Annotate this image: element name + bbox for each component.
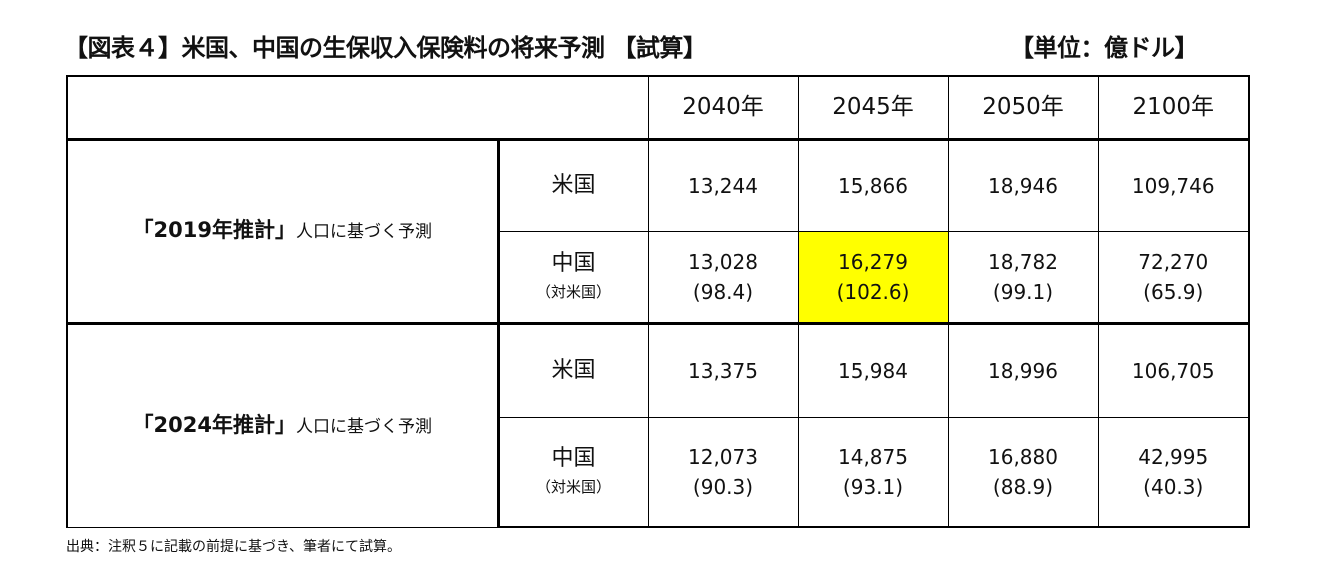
ratio: (90.3) bbox=[692, 474, 754, 499]
source-note: 出典：注釈５に記載の前提に基づき、筆者にて試算。 bbox=[66, 539, 402, 555]
table-row: 中国 （対米国） 13,028 (98.4) 16,279 (102.6) 18,78… bbox=[67, 230, 1250, 324]
row-label-cn: 中国 （対米国） bbox=[497, 230, 649, 324]
table-row: 中国 （対米国） 12,073 (90.3) 14,875 (93.1) 16,880… bbox=[67, 416, 1250, 528]
ratio: (88.9) bbox=[992, 474, 1054, 499]
value: 16,880 bbox=[988, 444, 1058, 469]
value: 14,875 bbox=[838, 444, 908, 469]
value: 18,782 bbox=[988, 249, 1058, 274]
country-label: 中国 bbox=[551, 250, 596, 276]
highlighted-cell: 16,279 (102.6) bbox=[797, 230, 949, 324]
ratio-label: （対米国） bbox=[535, 477, 611, 496]
ratio: (93.1) bbox=[842, 474, 904, 499]
forecast-table: 2040年 2045年 2050年 2100年 「2019年推計」人口に基づく予… bbox=[66, 75, 1250, 528]
group-label-bold: 「2019年推計」 bbox=[132, 218, 296, 242]
group-label-2024: 「2024年推計」人口に基づく予測 bbox=[66, 321, 500, 528]
header-2040: 2040年 bbox=[647, 75, 799, 140]
ratio: (102.6) bbox=[836, 279, 910, 304]
header-corner bbox=[66, 75, 649, 140]
table-row: 「2019年推計」人口に基づく予測 米国 13,244 15,866 18,94… bbox=[66, 137, 1250, 324]
group-label-2019: 「2019年推計」人口に基づく予測 bbox=[66, 137, 500, 324]
cell: 16,880 (88.9) bbox=[947, 416, 1099, 528]
cell: 14,875 (93.1) bbox=[797, 416, 949, 528]
cell: 13,028 (98.4) bbox=[647, 230, 799, 324]
row-label-us: 米国 bbox=[497, 137, 649, 232]
group-label-rest: 人口に基づく予測 bbox=[295, 416, 432, 437]
cell: 18,946 bbox=[947, 137, 1099, 232]
country-label: 中国 bbox=[551, 445, 596, 471]
cell: 15,866 bbox=[797, 137, 949, 232]
ratio: (99.1) bbox=[992, 279, 1054, 304]
cell: 42,995 (40.3) bbox=[1097, 416, 1250, 528]
header-row: 2040年 2045年 2050年 2100年 bbox=[66, 75, 1250, 140]
header-2045: 2045年 bbox=[797, 75, 949, 140]
cell: 106,705 bbox=[1097, 321, 1250, 418]
unit-label: 【単位：億ドル】 bbox=[1010, 34, 1199, 62]
cell: 13,375 bbox=[647, 321, 799, 418]
value: 42,995 bbox=[1138, 444, 1209, 469]
ratio: (40.3) bbox=[1143, 474, 1204, 499]
value: 16,279 bbox=[838, 249, 908, 274]
cell: 109,746 bbox=[1097, 137, 1250, 232]
cell: 12,073 (90.3) bbox=[647, 416, 799, 528]
value: 72,270 bbox=[1138, 249, 1209, 274]
value: 13,028 bbox=[688, 249, 758, 274]
table-row: 「2024年推計」人口に基づく予測 米国 13,375 15,984 18,99… bbox=[66, 321, 1250, 528]
figure-title: 【図表４】米国、中国の生保収入保険料の将来予測 【試算】 bbox=[64, 34, 707, 62]
cell: 15,984 bbox=[797, 321, 949, 418]
ratio: (98.4) bbox=[692, 279, 754, 304]
ratio: (65.9) bbox=[1143, 279, 1204, 304]
header-2050: 2050年 bbox=[947, 75, 1099, 140]
value: 12,073 bbox=[688, 444, 758, 469]
row-label-cn: 中国 （対米国） bbox=[497, 416, 649, 528]
cell: 18,782 (99.1) bbox=[947, 230, 1099, 324]
row-label-us: 米国 bbox=[497, 321, 649, 418]
ratio-label: （対米国） bbox=[535, 282, 611, 301]
group-label-bold: 「2024年推計」 bbox=[132, 412, 296, 437]
cell: 13,244 bbox=[647, 137, 799, 232]
header-2100: 2100年 bbox=[1097, 75, 1250, 140]
cell: 72,270 (65.9) bbox=[1097, 230, 1250, 324]
cell: 18,996 bbox=[947, 321, 1099, 418]
group-label-rest: 人口に基づく予測 bbox=[295, 222, 432, 242]
